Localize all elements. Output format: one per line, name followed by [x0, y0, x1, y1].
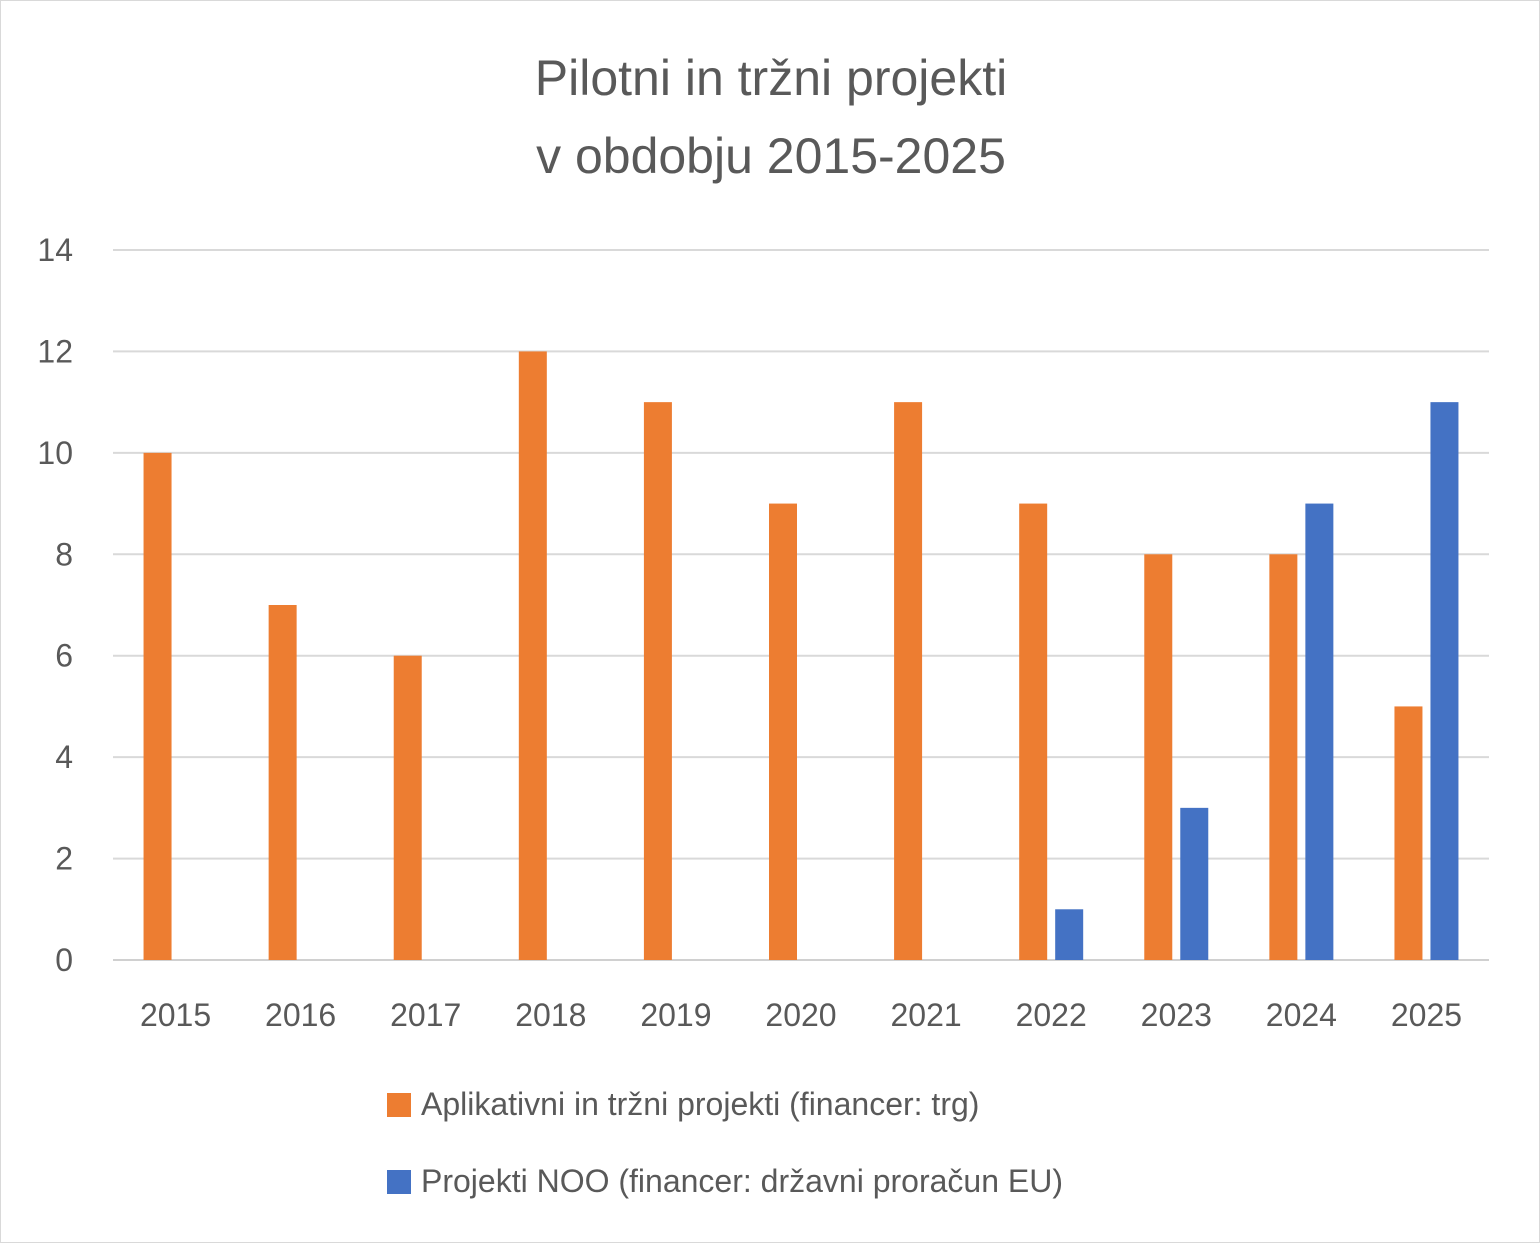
x-tick-label: 2021 — [890, 997, 961, 1033]
legend-label: Aplikativni in tržni projekti (financer:… — [421, 1086, 980, 1122]
bar-aplikativni-2016 — [268, 605, 297, 960]
y-tick-label: 14 — [37, 232, 73, 268]
x-tick-label: 2015 — [140, 997, 211, 1033]
bar-aplikativni-2019 — [643, 402, 672, 961]
bar-aplikativni-2024 — [1269, 554, 1298, 960]
legend-swatch-orange — [387, 1092, 411, 1117]
x-tick-label: 2025 — [1391, 997, 1462, 1033]
x-tick-label: 2020 — [765, 997, 836, 1033]
bar-aplikativni-2025 — [1394, 706, 1423, 960]
y-tick-label: 0 — [55, 942, 73, 978]
y-tick-label: 2 — [55, 841, 73, 877]
y-tick-label: 4 — [55, 739, 73, 775]
chart-title-line-2: v obdobju 2015-2025 — [536, 128, 1006, 184]
legend-label: Projekti NOO (financer: državni proračun… — [421, 1163, 1063, 1199]
legend-item-series-1: Aplikativni in tržni projekti (financer:… — [387, 1086, 979, 1123]
bar-noo-2023 — [1180, 807, 1209, 960]
x-tick-label: 2022 — [1016, 997, 1087, 1033]
bar-aplikativni-2017 — [393, 655, 422, 960]
bar-aplikativni-2021 — [894, 402, 923, 961]
bar-aplikativni-2023 — [1144, 554, 1173, 960]
chart-title-line-1: Pilotni in tržni projekti — [534, 50, 1008, 106]
legend-swatch-blue — [387, 1169, 411, 1194]
bar-aplikativni-2015 — [143, 452, 172, 960]
y-tick-label: 8 — [55, 536, 73, 572]
y-tick-label: 12 — [37, 333, 73, 369]
x-tick-label: 2017 — [390, 997, 461, 1033]
bar-aplikativni-2018 — [518, 351, 547, 960]
bar-noo-2024 — [1305, 503, 1334, 960]
bar-noo-2025 — [1430, 402, 1459, 961]
bar-aplikativni-2020 — [769, 503, 797, 960]
y-tick-label: 6 — [55, 638, 73, 674]
legend-item-series-2: Projekti NOO (financer: državni proračun… — [387, 1163, 1063, 1200]
bar-aplikativni-2022 — [1019, 503, 1048, 960]
bar-noo-2022 — [1055, 909, 1084, 960]
x-tick-label: 2016 — [265, 997, 336, 1033]
y-tick-label: 10 — [37, 435, 73, 471]
x-tick-label: 2018 — [515, 997, 586, 1033]
x-tick-label: 2019 — [640, 997, 711, 1033]
x-tick-label: 2024 — [1266, 997, 1337, 1033]
x-tick-label: 2023 — [1141, 997, 1212, 1033]
